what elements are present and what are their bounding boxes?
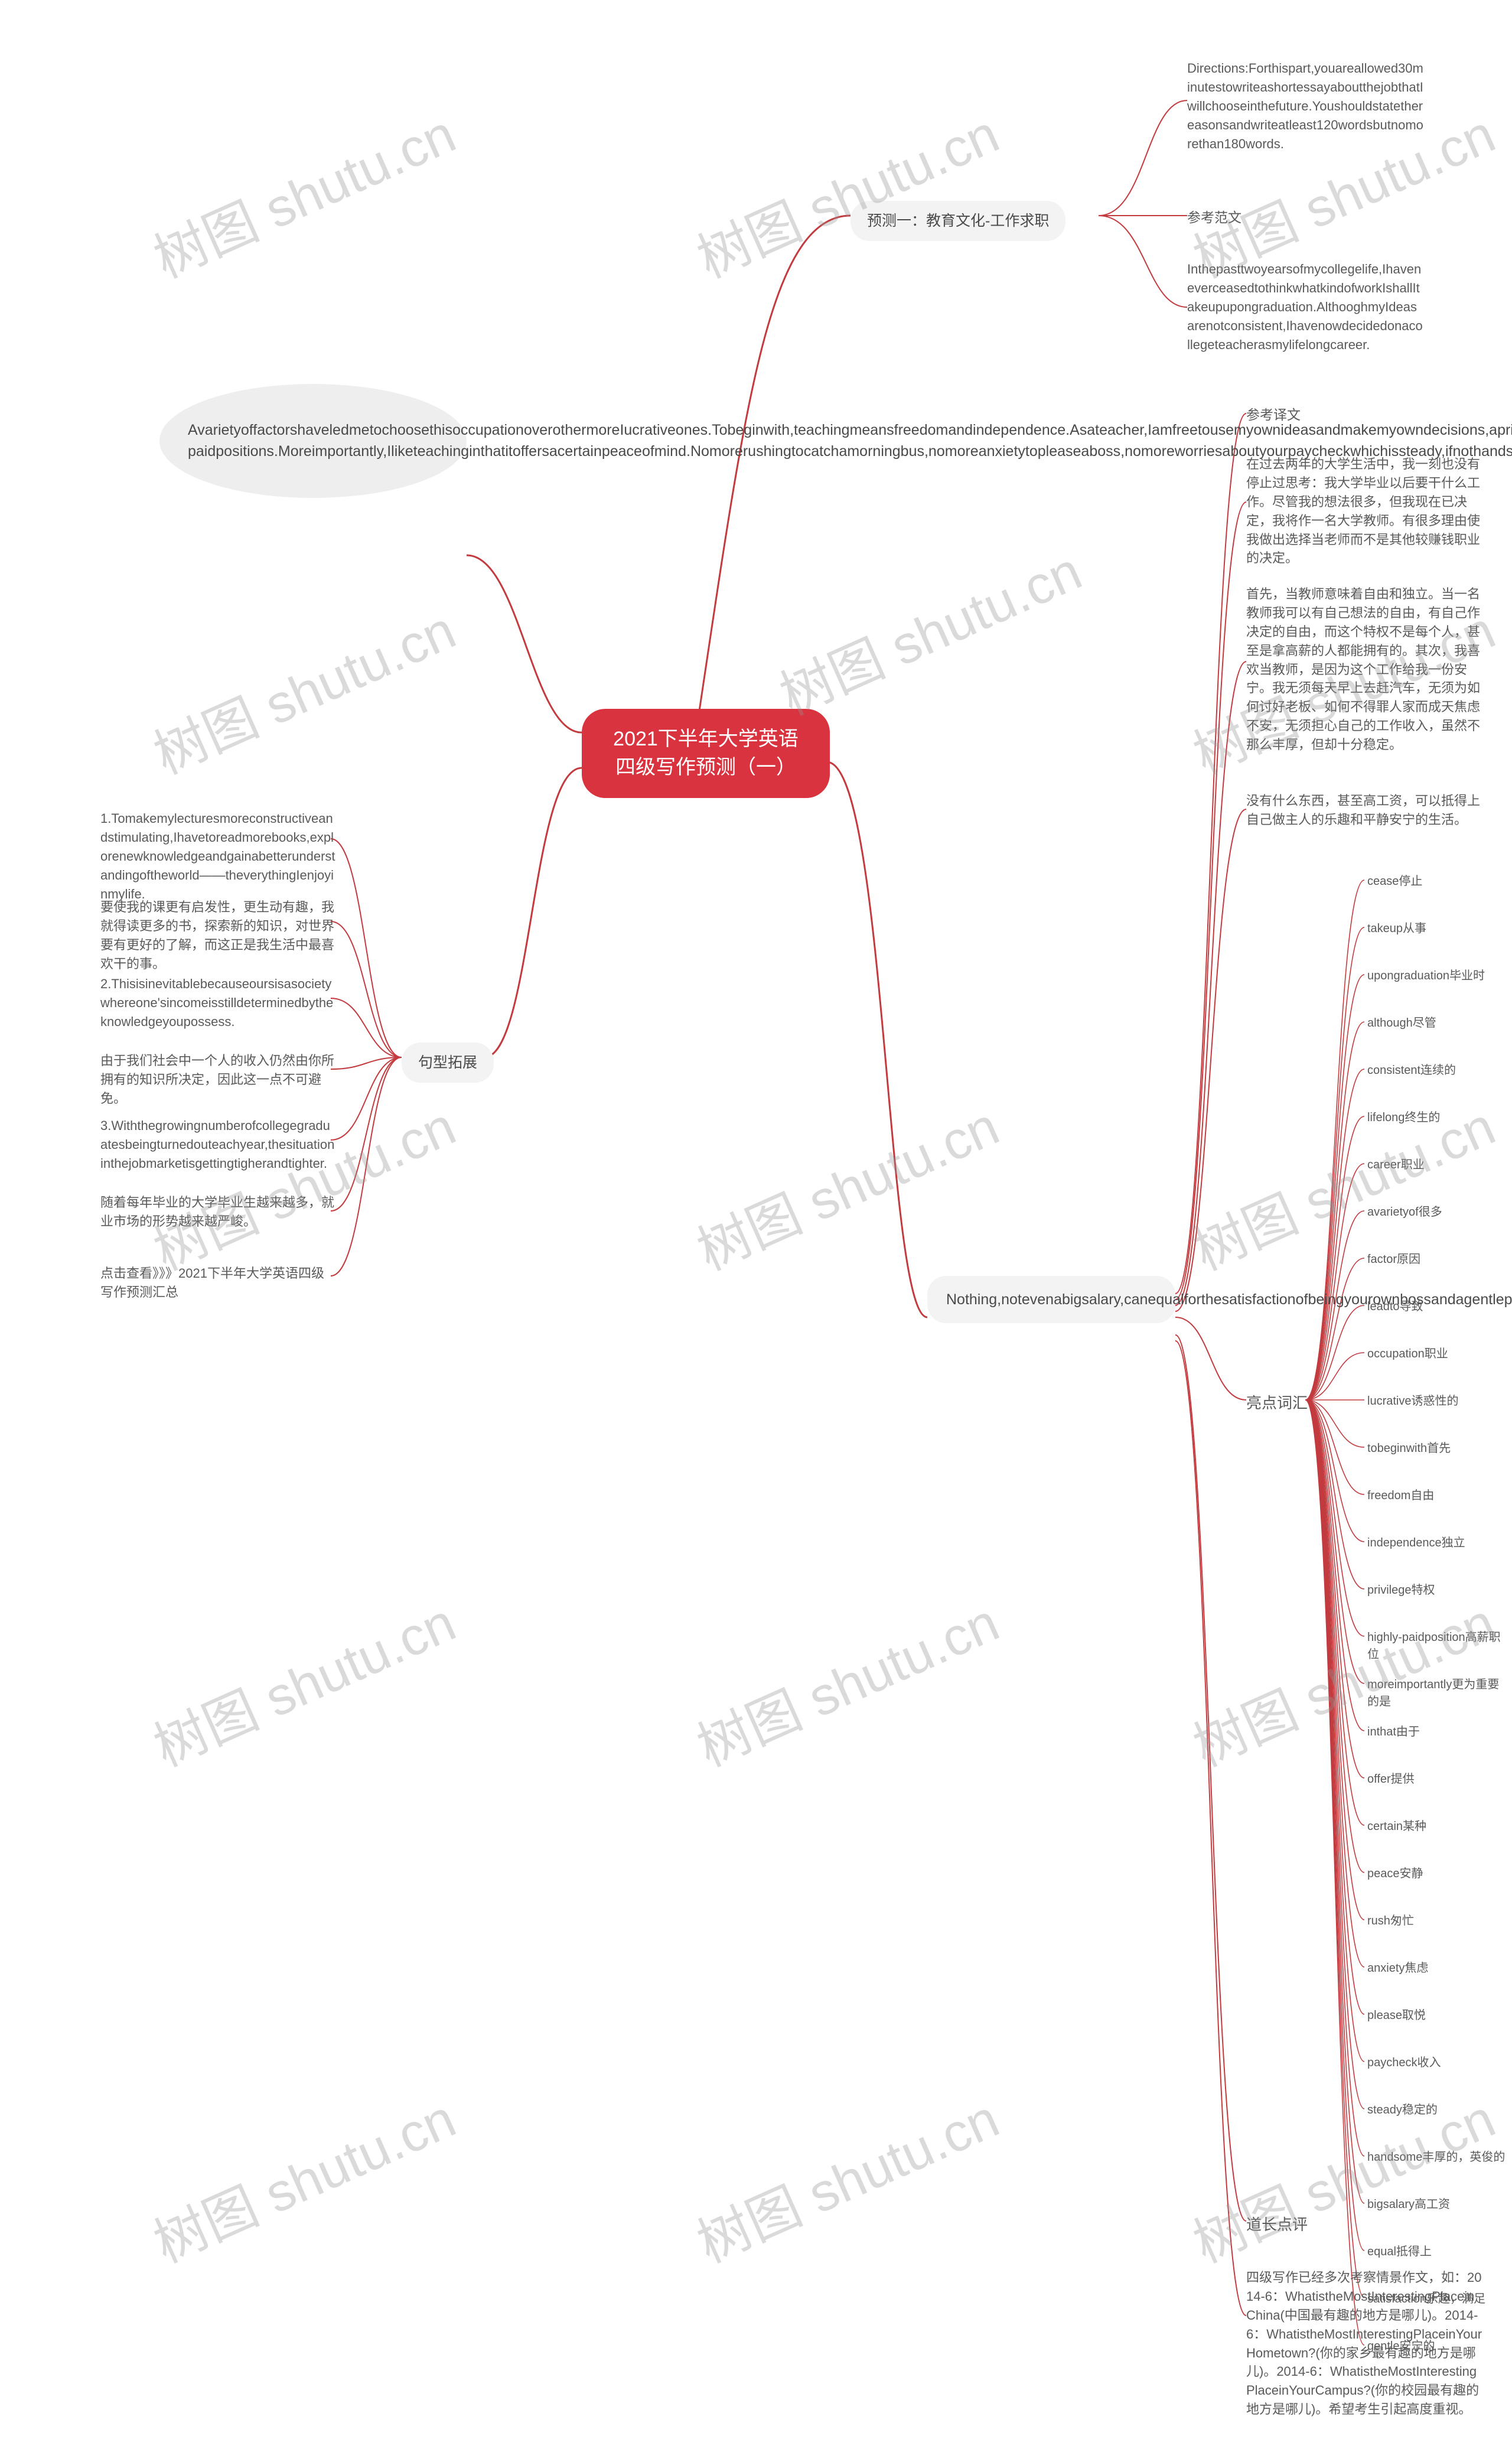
vocab-item: paycheck收入 — [1367, 2054, 1441, 2072]
watermark: 树图 shutu.cn — [1179, 2076, 1505, 2278]
sentence-item: 3.Withthegrowingnumberofcollegegraduates… — [100, 1116, 337, 1173]
vocab-item: leadto导致 — [1367, 1298, 1423, 1315]
vocab-item: peace安静 — [1367, 1865, 1423, 1883]
vocab-item: cease停止 — [1367, 873, 1422, 890]
leaf-sample-body: Inthepasttwoyearsofmycollegelife,Ihavene… — [1187, 260, 1423, 354]
sentence-item: 1.Tomakemylecturesmoreconstructiveandsti… — [100, 809, 337, 903]
vocab-item: offer提供 — [1367, 1771, 1415, 1788]
vocab-item: moreimportantly更为重要的是 — [1367, 1676, 1509, 1711]
watermark: 树图 shutu.cn — [140, 1580, 465, 1782]
ref-translation-p2: 首先，当教师意味着自由和独立。当一名教师我可以有自己想法的自由，有自己作决定的自… — [1246, 585, 1482, 754]
ref-translation-header: 参考译文 — [1246, 405, 1301, 425]
vocab-item: handsome丰厚的，英俊的 — [1367, 2149, 1505, 2166]
vocab-item: lucrative诱惑性的 — [1367, 1393, 1458, 1410]
sentence-item: 随着每年毕业的大学毕业生越来越多，就业市场的形势越来越严峻。 — [100, 1193, 337, 1231]
vocab-item: freedom自由 — [1367, 1487, 1434, 1504]
vocab-item: equal抵得上 — [1367, 2243, 1432, 2261]
vocab-item: takeup从事 — [1367, 920, 1426, 937]
branch-vocab[interactable]: 亮点词汇 — [1246, 1391, 1308, 1413]
vocab-item: consistent连续的 — [1367, 1062, 1456, 1079]
branch-sentence[interactable]: 句型拓展 — [402, 1043, 494, 1083]
vocab-item: factor原因 — [1367, 1251, 1420, 1268]
vocab-item: anxiety焦虑 — [1367, 1960, 1428, 1977]
watermark: 树图 shutu.cn — [683, 2076, 1009, 2278]
vocab-item: independence独立 — [1367, 1535, 1465, 1552]
vocab-item: inthat由于 — [1367, 1724, 1420, 1741]
vocab-item: privilege特权 — [1367, 1582, 1435, 1599]
leaf-sample-label: 参考范文 — [1187, 208, 1241, 227]
watermark: 树图 shutu.cn — [766, 529, 1091, 730]
center-node[interactable]: 2021下半年大学英语四级写作预测（一） — [582, 709, 830, 798]
branch-nothing[interactable]: Nothing,notevenabigsalary,canequalforthe… — [927, 1276, 1175, 1323]
watermark: 树图 shutu.cn — [140, 1084, 465, 1285]
daozhang-text: 四级写作已经多次考察情景作文，如：2014-6：WhatistheMostInt… — [1246, 2268, 1482, 2419]
watermark: 树图 shutu.cn — [683, 92, 1009, 293]
watermark: 树图 shutu.cn — [683, 1580, 1009, 1782]
watermark: 树图 shutu.cn — [1179, 1084, 1505, 1285]
vocab-item: tobeginwith首先 — [1367, 1440, 1451, 1457]
vocab-item: bigsalary高工资 — [1367, 2196, 1450, 2213]
vocab-item: please取悦 — [1367, 2007, 1426, 2024]
vocab-item: upongraduation毕业时 — [1367, 968, 1485, 985]
watermark: 树图 shutu.cn — [140, 92, 465, 293]
sentence-item: 点击查看》》》2021下半年大学英语四级写作预测汇总 — [100, 1264, 337, 1302]
vocab-item: rush匆忙 — [1367, 1913, 1414, 1930]
ref-translation-p3: 没有什么东西，甚至高工资，可以抵得上自己做主人的乐趣和平静安宁的生活。 — [1246, 792, 1482, 829]
vocab-item: lifelong终生的 — [1367, 1109, 1440, 1126]
vocab-item: steady稳定的 — [1367, 2102, 1438, 2119]
vocab-item: certain某种 — [1367, 1818, 1426, 1835]
branch-prediction[interactable]: 预测一：教育文化-工作求职 — [850, 201, 1065, 241]
ref-translation-p1: 在过去两年的大学生活中，我一刻也没有停止过思考：我大学毕业以后要干什么工作。尽管… — [1246, 455, 1482, 568]
vocab-item: although尽管 — [1367, 1015, 1436, 1032]
branch-daozhang[interactable]: 道长点评 — [1246, 2213, 1308, 2235]
watermark: 树图 shutu.cn — [140, 588, 465, 789]
branch-variety-factors[interactable]: Avarietyoffactorshaveledmetochoosethisoc… — [159, 384, 467, 498]
watermark: 树图 shutu.cn — [683, 1084, 1009, 1285]
watermark: 树图 shutu.cn — [140, 2076, 465, 2278]
sentence-item: 2.Thisisinevitablebecauseoursisasocietyw… — [100, 975, 337, 1031]
leaf-directions: Directions:Forthispart,youareallowed30mi… — [1187, 59, 1423, 153]
sentence-item: 由于我们社会中一个人的收入仍然由你所拥有的知识所决定，因此这一点不可避免。 — [100, 1051, 337, 1108]
vocab-item: highly-paidposition高薪职位 — [1367, 1629, 1509, 1663]
vocab-item: occupation职业 — [1367, 1346, 1448, 1363]
sentence-item: 要使我的课更有启发性，更生动有趣，我就得读更多的书，探索新的知识，对世界要有更好… — [100, 898, 337, 973]
vocab-item: avarietyof很多 — [1367, 1204, 1442, 1221]
vocab-item: career职业 — [1367, 1157, 1425, 1174]
